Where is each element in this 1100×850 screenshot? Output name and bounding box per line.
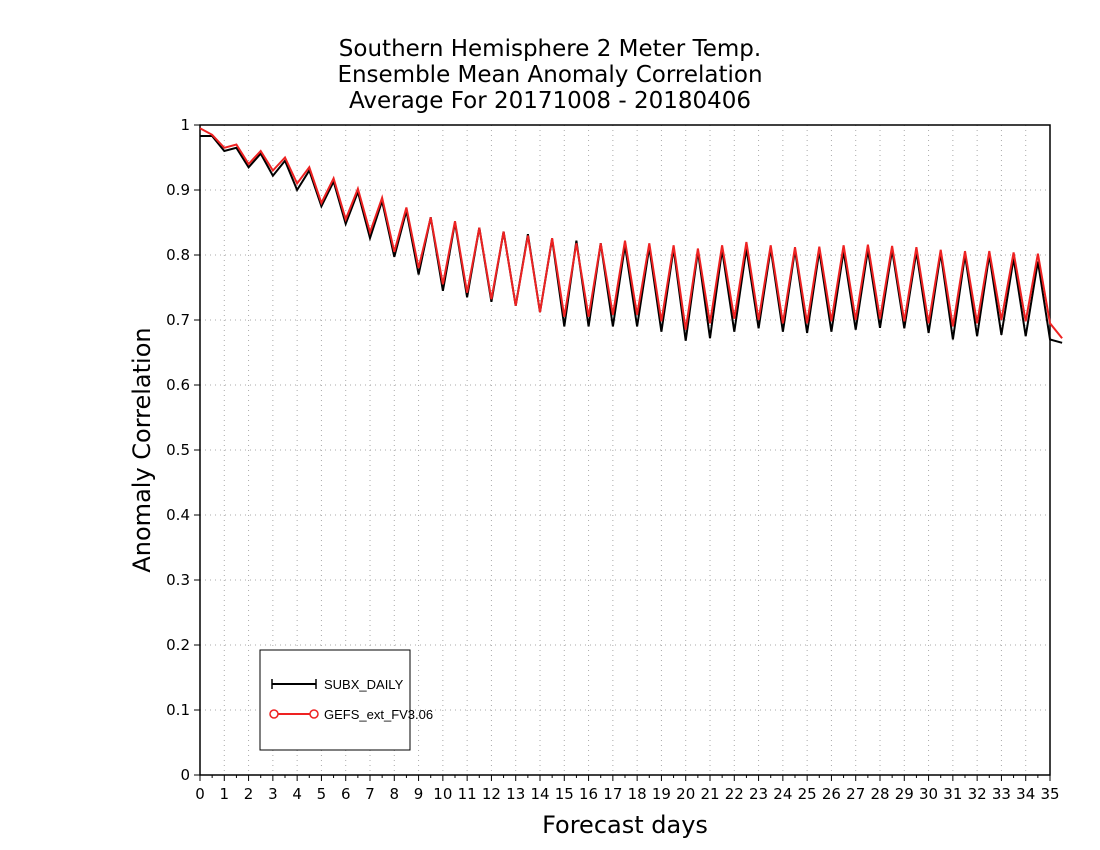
y-tick-label: 0.8 xyxy=(166,246,190,264)
x-tick-label: 15 xyxy=(555,785,574,803)
x-tick-label: 7 xyxy=(365,785,375,803)
x-tick-label: 4 xyxy=(292,785,302,803)
x-tick-label: 31 xyxy=(943,785,962,803)
y-tick-label: 1 xyxy=(180,116,190,134)
x-tick-label: 35 xyxy=(1040,785,1059,803)
x-tick-label: 2 xyxy=(244,785,254,803)
y-tick-label: 0.6 xyxy=(166,376,190,394)
chart-title: Southern Hemisphere 2 Meter Temp. Ensemb… xyxy=(0,36,1100,114)
x-tick-label: 16 xyxy=(579,785,598,803)
title-line-1: Southern Hemisphere 2 Meter Temp. xyxy=(338,36,762,62)
x-tick-label: 14 xyxy=(530,785,549,803)
x-tick-label: 32 xyxy=(968,785,987,803)
grid-lines xyxy=(200,125,1050,775)
title-line-2: Ensemble Mean Anomaly Correlation xyxy=(337,62,763,88)
x-tick-label: 26 xyxy=(822,785,841,803)
series-layer xyxy=(199,127,1063,344)
x-tick-label: 8 xyxy=(390,785,400,803)
x-tick-label: 17 xyxy=(603,785,622,803)
x-tick-label: 28 xyxy=(870,785,889,803)
y-axis-label: Anomaly Correlation xyxy=(128,327,156,572)
x-tick-label: 24 xyxy=(773,785,792,803)
x-tick-label: 18 xyxy=(628,785,647,803)
y-tick-label: 0.1 xyxy=(166,701,190,719)
x-tick-label: 25 xyxy=(798,785,817,803)
x-tick-label: 29 xyxy=(895,785,914,803)
x-tick-label: 30 xyxy=(919,785,938,803)
title-line-3: Average For 20171008 - 20180406 xyxy=(348,88,752,114)
y-tick-label: 0.7 xyxy=(166,311,190,329)
legend-marker-circle xyxy=(309,709,319,719)
legend-box xyxy=(259,649,411,751)
x-tick-label: 34 xyxy=(1016,785,1035,803)
y-tick-label: 0.9 xyxy=(166,181,190,199)
x-tick-label: 22 xyxy=(725,785,744,803)
x-tick-label: 23 xyxy=(749,785,768,803)
y-tick-label: 0.2 xyxy=(166,636,190,654)
legend: SUBX_DAILY GEFS_ext_FV3.06 xyxy=(259,649,433,751)
x-tick-label: 6 xyxy=(341,785,351,803)
legend-marker-circle xyxy=(269,709,279,719)
x-tick-label: 19 xyxy=(652,785,671,803)
x-tick-label: 5 xyxy=(317,785,327,803)
x-tick-label: 12 xyxy=(482,785,501,803)
y-tick-label: 0 xyxy=(180,766,190,784)
x-tick-label: 3 xyxy=(268,785,278,803)
y-tick-label: 0.3 xyxy=(166,571,190,589)
legend-label: SUBX_DAILY xyxy=(324,677,404,692)
x-tick-label: 20 xyxy=(676,785,695,803)
x-axis-label: Forecast days xyxy=(542,811,708,839)
x-tick-label: 27 xyxy=(846,785,865,803)
y-tick-label: 0.4 xyxy=(166,506,190,524)
x-tick-label: 33 xyxy=(992,785,1011,803)
x-tick-label: 11 xyxy=(458,785,477,803)
x-tick-label: 0 xyxy=(195,785,205,803)
x-tick-label: 13 xyxy=(506,785,525,803)
series-line-gefs-ext xyxy=(199,127,1063,339)
x-tick-label: 10 xyxy=(433,785,452,803)
legend-label: GEFS_ext_FV3.06 xyxy=(324,707,433,722)
x-tick-label: 9 xyxy=(414,785,424,803)
x-tick-label: 21 xyxy=(700,785,719,803)
y-axis-ticks: 0 0.1 0.2 0.3 0.4 0.5 0.6 0.7 0.8 0.9 1 xyxy=(166,116,200,784)
x-tick-label: 1 xyxy=(220,785,230,803)
x-axis-ticks: 0 1 2 3 4 5 6 7 8 9 10 11 12 13 14 15 16 17 18 19 20 21 22 23 24… xyxy=(195,775,1060,803)
series-line-subx-daily xyxy=(200,135,1063,344)
y-tick-label: 0.5 xyxy=(166,441,190,459)
